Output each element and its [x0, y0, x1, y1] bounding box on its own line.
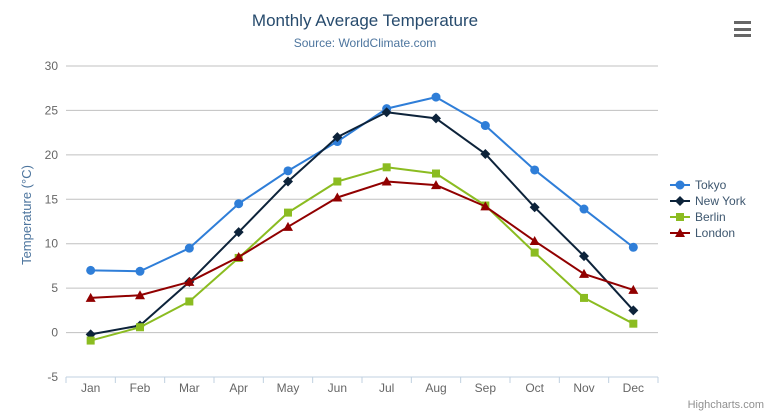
data-point-berlin[interactable] [333, 177, 342, 186]
data-point-london[interactable] [135, 290, 145, 300]
data-point-berlin[interactable] [86, 336, 95, 345]
data-point-tokyo[interactable] [480, 121, 490, 131]
data-point-berlin[interactable] [284, 208, 292, 217]
legend-marker-circle-icon [670, 180, 690, 190]
x-axis-tick-label: Nov [573, 381, 594, 395]
legend-item-london[interactable]: London [670, 225, 746, 241]
x-axis-tick-label: Jun [328, 381, 347, 395]
data-point-london[interactable] [628, 284, 639, 294]
x-axis-tick-label: Oct [525, 381, 544, 395]
data-point-tokyo[interactable] [431, 92, 441, 102]
y-axis-tick-label: -5 [47, 370, 58, 384]
x-axis-tick-label: Feb [130, 381, 151, 395]
data-point-tokyo[interactable] [184, 243, 194, 253]
legend-marker-triangle-icon [670, 228, 690, 237]
data-point-berlin[interactable] [382, 163, 391, 172]
legend-symbol-london [675, 228, 685, 237]
data-point-berlin[interactable] [185, 297, 194, 306]
series-new-york[interactable] [85, 107, 639, 340]
data-point-london[interactable] [431, 180, 441, 190]
data-point-new-york[interactable] [529, 202, 540, 213]
data-point-new-york[interactable] [233, 227, 244, 238]
credits-link[interactable]: Highcharts.com [687, 399, 764, 411]
data-point-london[interactable] [233, 252, 244, 262]
legend: Tokyo New York Berlin London [670, 177, 746, 241]
data-point-berlin[interactable] [530, 248, 539, 257]
data-point-london[interactable] [381, 176, 392, 186]
x-axis-tick-label: Sep [475, 381, 497, 395]
legend-label-new-york: New York [695, 194, 746, 208]
legend-label-tokyo: Tokyo [695, 178, 727, 192]
data-point-berlin[interactable] [432, 169, 440, 178]
legend-symbol-new-york [675, 196, 685, 206]
y-axis-tick-label: 20 [45, 148, 59, 162]
series-tokyo[interactable] [86, 92, 638, 276]
data-point-berlin[interactable] [580, 293, 588, 302]
data-point-tokyo[interactable] [283, 166, 293, 176]
data-point-london[interactable] [184, 276, 195, 286]
data-point-london[interactable] [283, 221, 293, 231]
x-axis-tick-label: Mar [179, 381, 200, 395]
data-point-tokyo[interactable] [628, 242, 638, 252]
series-line-tokyo[interactable] [89, 96, 635, 273]
chart-subtitle: Source: WorldClimate.com [293, 36, 437, 50]
data-point-new-york[interactable] [579, 251, 589, 262]
data-point-new-york[interactable] [332, 132, 343, 143]
legend-item-new-york[interactable]: New York [670, 193, 746, 209]
data-point-berlin[interactable] [136, 323, 144, 332]
data-point-new-york[interactable] [628, 305, 639, 316]
data-point-london[interactable] [480, 201, 491, 211]
data-point-new-york[interactable] [283, 176, 293, 187]
series-line-london[interactable] [89, 180, 635, 299]
data-point-london[interactable] [85, 292, 96, 302]
y-axis-tick-label: 30 [45, 59, 59, 73]
legend-label-london: London [695, 226, 736, 240]
data-point-new-york[interactable] [480, 148, 491, 159]
series-london[interactable] [85, 176, 639, 302]
chart-title: Monthly Average Temperature [251, 11, 479, 30]
legend-marker-diamond-icon [670, 196, 690, 206]
y-axis-tick-label: 5 [51, 281, 58, 295]
legend-symbol-tokyo [675, 180, 685, 190]
hamburger-menu-icon [734, 21, 751, 24]
data-point-tokyo[interactable] [234, 199, 244, 209]
data-point-new-york[interactable] [381, 107, 392, 118]
legend-item-tokyo[interactable]: Tokyo [670, 177, 746, 193]
x-axis-tick-label: Jul [379, 381, 394, 395]
data-point-tokyo[interactable] [579, 204, 589, 214]
x-axis-tick-label: Dec [623, 381, 644, 395]
y-axis-tick-label: 10 [45, 237, 59, 251]
y-axis-tick-label: 0 [51, 326, 58, 340]
series-line-berlin[interactable] [89, 166, 635, 342]
y-axis-tick-label: 15 [45, 192, 59, 206]
hamburger-menu-icon [734, 34, 751, 37]
legend-symbol-berlin [676, 213, 684, 221]
series-line-new-york[interactable] [89, 111, 635, 336]
y-axis-tick-label: 25 [45, 103, 59, 117]
data-point-berlin[interactable] [629, 319, 638, 328]
data-point-london[interactable] [332, 192, 343, 202]
data-point-london[interactable] [529, 236, 540, 246]
x-axis-tick-label: May [277, 381, 300, 395]
hamburger-menu-icon [734, 27, 751, 31]
data-point-new-york[interactable] [431, 113, 441, 124]
y-axis-title: Temperature (°C) [19, 165, 34, 265]
x-axis-tick-label: Aug [425, 381, 446, 395]
data-point-tokyo[interactable] [135, 266, 145, 276]
legend-marker-square-icon [670, 213, 690, 221]
x-axis-tick-label: Apr [229, 381, 248, 395]
legend-item-berlin[interactable]: Berlin [670, 209, 746, 225]
context-menu-button[interactable] [733, 19, 752, 39]
x-axis-tick-label: Jan [81, 381, 100, 395]
legend-label-berlin: Berlin [695, 210, 726, 224]
data-point-tokyo[interactable] [530, 165, 540, 175]
data-point-tokyo[interactable] [86, 265, 96, 275]
data-point-london[interactable] [579, 268, 589, 278]
